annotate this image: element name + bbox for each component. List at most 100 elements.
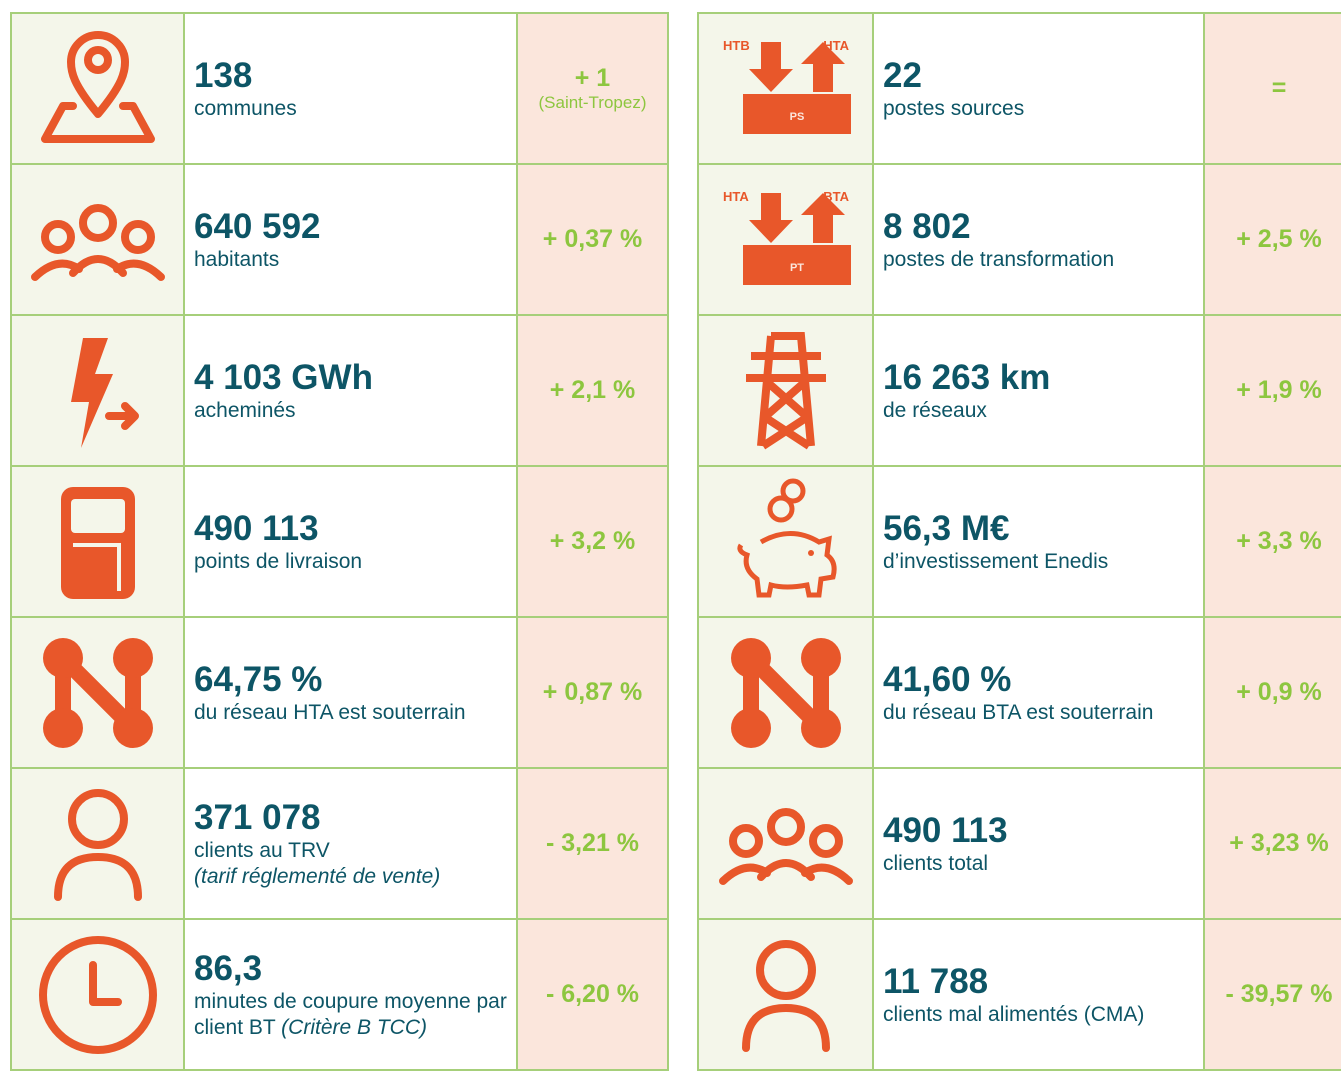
label-text: clients total xyxy=(883,851,989,875)
row: HTA BTA PT 8 802 postes de transformation + 2… xyxy=(699,165,1341,316)
icon xyxy=(53,788,142,901)
value: 56,3 M€ xyxy=(883,508,1010,548)
icon-cell xyxy=(12,165,185,314)
change-cell: + 0,9 % xyxy=(1205,618,1341,767)
icon xyxy=(30,203,165,281)
change-cell: + 1,9 % xyxy=(1205,316,1341,465)
icon-label: BTA xyxy=(823,189,849,204)
label: clients mal alimentés (CMA) xyxy=(883,1002,1203,1028)
icon-cell xyxy=(699,618,874,767)
icon-label: HTB xyxy=(723,38,750,53)
right-table: HTB HTA PS 22 postes sources = HTA BTA PT 8 802 po… xyxy=(697,12,1341,1071)
value: 41,60 % xyxy=(883,659,1012,699)
text-cell: 490 113 points de livraison xyxy=(185,467,518,616)
row: 4 103 GWh acheminés + 2,1 % xyxy=(12,316,669,467)
value: 16 263 km xyxy=(883,357,1051,397)
value: 4 103 GWh xyxy=(194,357,373,397)
change: - 6,20 % xyxy=(545,980,640,1008)
label-text: postes sources xyxy=(883,96,1025,120)
label: postes sources xyxy=(883,96,1203,122)
change: + 3,2 % xyxy=(549,527,636,555)
label-text: postes de transformation xyxy=(883,247,1115,271)
icon-cell: HTB HTA PS xyxy=(699,14,874,163)
change-cell: - 3,21 % xyxy=(518,769,669,918)
row: 86,3 minutes de coupure moyenne par clien… xyxy=(12,920,669,1071)
change: + 3,3 % xyxy=(1236,527,1322,555)
label-text: clients mal alimentés (CMA) xyxy=(883,1002,1145,1026)
icon-cell xyxy=(12,618,185,767)
label-text: points de livraison xyxy=(194,549,363,573)
change: + 0,9 % xyxy=(1236,678,1322,706)
label-text: habitants xyxy=(194,247,280,271)
icon xyxy=(42,637,153,748)
value: 86,3 xyxy=(194,948,263,988)
label: minutes de coupure moyenne par client BT… xyxy=(194,989,516,1041)
icon-cell xyxy=(699,316,874,465)
label: clients au TRV (tarif réglementé de vent… xyxy=(194,838,516,890)
label: communes xyxy=(194,96,516,122)
change-cell: + 0,37 % xyxy=(518,165,669,314)
value: 138 xyxy=(194,55,253,95)
change: + 0,87 % xyxy=(542,678,643,706)
change-cell: + 0,87 % xyxy=(518,618,669,767)
icon-label: HTA xyxy=(723,189,749,204)
label: de réseaux xyxy=(883,398,1203,424)
text-cell: 16 263 km de réseaux xyxy=(874,316,1205,465)
text-cell: 41,60 % du réseau BTA est souterrain xyxy=(874,618,1205,767)
text-cell: 8 802 postes de transformation xyxy=(874,165,1205,314)
icon-cell xyxy=(12,769,185,918)
label-text: clients au TRV xyxy=(194,838,330,862)
label-note: (tarif réglementé de vente) xyxy=(194,864,441,888)
text-cell: 22 postes sources xyxy=(874,14,1205,163)
text-cell: 4 103 GWh acheminés xyxy=(185,316,518,465)
change-cell: - 39,57 % xyxy=(1205,920,1341,1069)
icon-cell xyxy=(12,316,185,465)
text-cell: 64,75 % du réseau HTA est souterrain xyxy=(185,618,518,767)
value: 490 113 xyxy=(194,508,319,548)
label: clients total xyxy=(883,851,1203,877)
label: d’investissement Enedis xyxy=(883,549,1203,575)
text-cell: 640 592 habitants xyxy=(185,165,518,314)
label: acheminés xyxy=(194,398,516,424)
change-cell: + 3,2 % xyxy=(518,467,669,616)
icon xyxy=(70,337,145,448)
value: 371 078 xyxy=(194,797,321,837)
change: + 2,1 % xyxy=(549,376,636,404)
change-cell: + 1 (Saint-Tropez) xyxy=(518,14,669,163)
change: + 0,37 % xyxy=(542,225,643,253)
value: 64,75 % xyxy=(194,659,323,699)
text-cell: 86,3 minutes de coupure moyenne par clien… xyxy=(185,920,518,1069)
value: 11 788 xyxy=(883,961,989,1001)
icon-cell xyxy=(699,467,874,616)
text-cell: 490 113 clients total xyxy=(874,769,1205,918)
change-cell: + 2,5 % xyxy=(1205,165,1341,314)
label: du réseau BTA est souterrain xyxy=(883,700,1203,726)
icon-cell xyxy=(12,920,185,1069)
icon-label: PS xyxy=(789,111,804,123)
icon-cell xyxy=(12,467,185,616)
icon-label: PT xyxy=(789,262,803,274)
value: 640 592 xyxy=(194,206,321,246)
row: 64,75 % du réseau HTA est souterrain + 0,8… xyxy=(12,618,669,769)
row: 56,3 M€ d’investissement Enedis + 3,3 % xyxy=(699,467,1341,618)
label-text: du réseau BTA est souterrain xyxy=(883,700,1154,724)
icon-cell xyxy=(699,769,874,918)
icon-label: HTA xyxy=(823,38,849,53)
label-text: du réseau HTA est souterrain xyxy=(194,700,466,724)
label-text: communes xyxy=(194,96,297,120)
icon xyxy=(38,935,157,1054)
icon: HTB HTA PS xyxy=(723,38,851,134)
change: - 39,57 % xyxy=(1225,980,1333,1008)
label-text: acheminés xyxy=(194,398,296,422)
change: + 1 xyxy=(574,64,611,92)
row: 490 113 clients total + 3,23 % xyxy=(699,769,1341,920)
row: 41,60 % du réseau BTA est souterrain + 0,9… xyxy=(699,618,1341,769)
row: 138 communes + 1 (Saint-Tropez) xyxy=(12,14,669,165)
row: 11 788 clients mal alimentés (CMA) - 39,57… xyxy=(699,920,1341,1071)
left-table: 138 communes + 1 (Saint-Tropez) 640 592 habit… xyxy=(10,12,669,1071)
value: 22 xyxy=(883,55,922,95)
icon xyxy=(718,807,853,885)
text-cell: 371 078 clients au TRV (tarif réglementé … xyxy=(185,769,518,918)
icon-cell xyxy=(699,920,874,1069)
